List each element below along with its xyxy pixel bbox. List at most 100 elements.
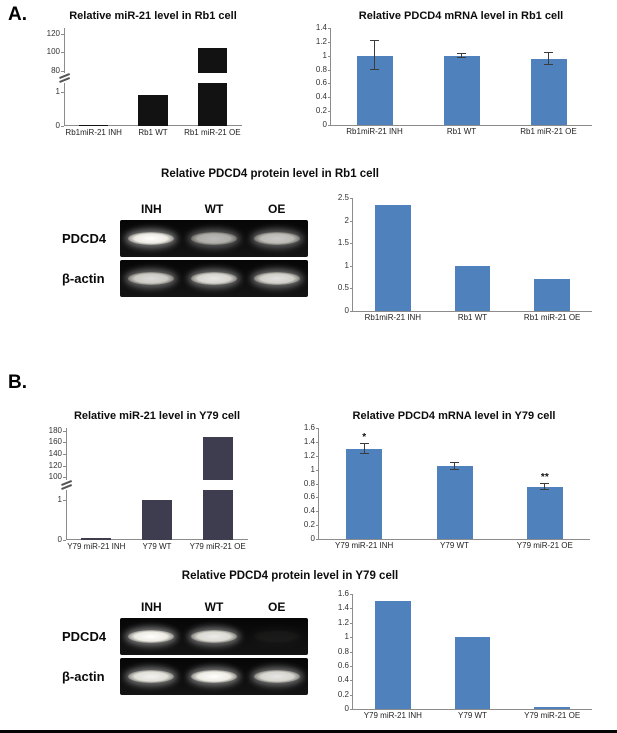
y-axis-tick-mark bbox=[328, 111, 331, 113]
blot-lane bbox=[120, 670, 183, 683]
panel-a-label: A. bbox=[8, 4, 27, 25]
bar bbox=[526, 486, 563, 539]
y-axis-tick-label: 0.5 bbox=[337, 283, 349, 293]
y-axis-tick-label: 1.2 bbox=[337, 617, 349, 627]
blot-band bbox=[253, 670, 300, 683]
error-bar-cap bbox=[544, 64, 553, 66]
y-axis-tick-label: 1 bbox=[57, 495, 62, 504]
blot-band bbox=[191, 670, 237, 683]
blot-band bbox=[128, 630, 175, 643]
blot-band bbox=[253, 232, 300, 245]
y-axis-tick-mark bbox=[350, 622, 353, 624]
bar bbox=[81, 538, 112, 540]
y-axis-tick-mark bbox=[350, 311, 353, 312]
error-bar-cap bbox=[370, 69, 379, 71]
y-axis-tick-label: 0.2 bbox=[315, 106, 327, 116]
blot-lane bbox=[120, 630, 183, 643]
y-axis-tick-label: 1 bbox=[344, 632, 349, 642]
error-bar-cap bbox=[457, 56, 466, 58]
blot-lane-label: WT bbox=[204, 202, 224, 216]
error-bar bbox=[363, 443, 365, 454]
y-axis-tick-mark bbox=[316, 455, 319, 457]
blot-band bbox=[253, 630, 300, 643]
y-axis-tick-mark bbox=[350, 709, 353, 710]
y-axis-tick-mark bbox=[63, 540, 66, 541]
blot-strip bbox=[120, 618, 308, 655]
error-bar-cap bbox=[450, 468, 459, 470]
bar bbox=[530, 59, 567, 125]
significance-marker: * bbox=[362, 431, 367, 443]
y-axis-tick-label: 100 bbox=[48, 472, 62, 482]
y-axis-tick-mark bbox=[350, 694, 353, 696]
y-axis-tick-label: 1.2 bbox=[315, 36, 327, 46]
y-axis-tick-mark bbox=[350, 651, 353, 653]
error-bar bbox=[544, 484, 546, 490]
y-axis-tick-mark bbox=[63, 500, 66, 501]
y-axis-tick-mark bbox=[328, 97, 331, 99]
y-axis-tick-mark bbox=[328, 41, 331, 43]
y-axis-tick-label: 0 bbox=[344, 306, 349, 315]
blot-lane bbox=[183, 272, 246, 285]
y-axis-tick-label: 160 bbox=[48, 437, 62, 447]
chart-plot-mir21-y79: 100 120 140 160 180 0 1 Y79 miR-21 INH Y79 WT Y79… bbox=[49, 426, 248, 551]
y-axis-tick-mark bbox=[61, 91, 64, 93]
x-category-label: Y79 miR-21 INH bbox=[363, 711, 422, 720]
x-category-label: Y79 WT bbox=[458, 711, 487, 720]
y-axis-tick-mark bbox=[350, 198, 353, 199]
y-axis-tick-mark bbox=[328, 83, 331, 85]
chart-protein-y79: 0 0.2 0.4 0.6 0.8 1 1.2 1.4 1.6 Y79 miR-21 INH Y79… bbox=[338, 590, 592, 720]
chart-plot-mrna-rb1: 0 0.2 0.4 0.6 0.8 1 1.2 1.4 Rb1miR-21 INH Rb1 WT R… bbox=[316, 24, 592, 136]
bar bbox=[454, 637, 491, 709]
x-category-label: Rb1 miR-21 OE bbox=[523, 313, 581, 322]
chart-title-mir21-rb1: Relative miR-21 level in Rb1 cell bbox=[69, 10, 237, 22]
western-blot-y79: INH WT OE PDCD4 β-actin bbox=[62, 600, 312, 695]
y-axis-tick-mark bbox=[328, 28, 331, 29]
panel-b-label: B. bbox=[8, 372, 27, 393]
y-axis-tick-mark bbox=[61, 52, 64, 54]
y-axis-tick-mark bbox=[350, 680, 353, 682]
bar bbox=[374, 601, 411, 709]
bar bbox=[78, 124, 109, 126]
x-category-label: Rb1 miR-21 OE bbox=[520, 127, 577, 136]
error-bar bbox=[548, 52, 549, 66]
error-bar-cap bbox=[450, 461, 459, 463]
y-axis-tick-label: 0.8 bbox=[315, 64, 327, 74]
bar-upper-segment bbox=[197, 47, 228, 73]
blot-lane bbox=[245, 670, 308, 683]
blot-lane-label: OE bbox=[268, 600, 286, 614]
blot-band bbox=[128, 670, 175, 683]
protein-section-title-rb1: Relative PDCD4 protein level in Rb1 cell bbox=[161, 168, 379, 180]
blot-strip bbox=[120, 260, 308, 297]
chart-mir21-y79: Relative miR-21 level in Y79 cell 100 120… bbox=[49, 410, 248, 551]
y-axis-tick-label: 180 bbox=[48, 425, 62, 435]
x-category-label: Y79 miR-21 OE bbox=[524, 711, 581, 720]
y-axis-tick-label: 2 bbox=[344, 215, 349, 225]
protein-section-title-y79: Relative PDCD4 protein level in Y79 cell bbox=[181, 570, 399, 582]
blot-row-label: β-actin bbox=[62, 669, 105, 684]
bar bbox=[534, 279, 571, 311]
y-axis-tick-label: 0.4 bbox=[337, 675, 349, 685]
bar bbox=[454, 265, 491, 311]
blot-lane bbox=[120, 272, 183, 285]
blot-lane bbox=[245, 630, 308, 643]
y-axis-tick-mark bbox=[63, 454, 66, 455]
y-axis-tick-mark bbox=[316, 441, 319, 443]
y-axis-tick-mark bbox=[61, 126, 64, 127]
error-bar bbox=[374, 41, 375, 71]
y-axis-tick-label: 0.6 bbox=[315, 78, 327, 88]
y-axis-tick-label: 1 bbox=[322, 50, 327, 60]
y-axis-tick-label: 120 bbox=[46, 28, 60, 38]
bar bbox=[346, 448, 383, 539]
chart-plot-protein-rb1: 0 0.5 1 1.5 2 2.5 Rb1miR-21 INH Rb1 WT Rb1 miR-2… bbox=[338, 194, 592, 322]
blot-lane-label: INH bbox=[141, 600, 162, 614]
y-axis-tick-label: 0.6 bbox=[337, 660, 349, 670]
blot-lane-label: INH bbox=[141, 202, 162, 216]
y-axis-tick-mark bbox=[316, 525, 319, 527]
y-axis-tick-mark bbox=[316, 483, 319, 485]
y-axis-tick-mark bbox=[61, 33, 64, 35]
upper-axis-segment bbox=[66, 428, 248, 480]
blot-lane-labels: INH WT OE bbox=[120, 202, 308, 216]
y-axis-tick-mark bbox=[328, 125, 331, 126]
blot-lane bbox=[245, 272, 308, 285]
